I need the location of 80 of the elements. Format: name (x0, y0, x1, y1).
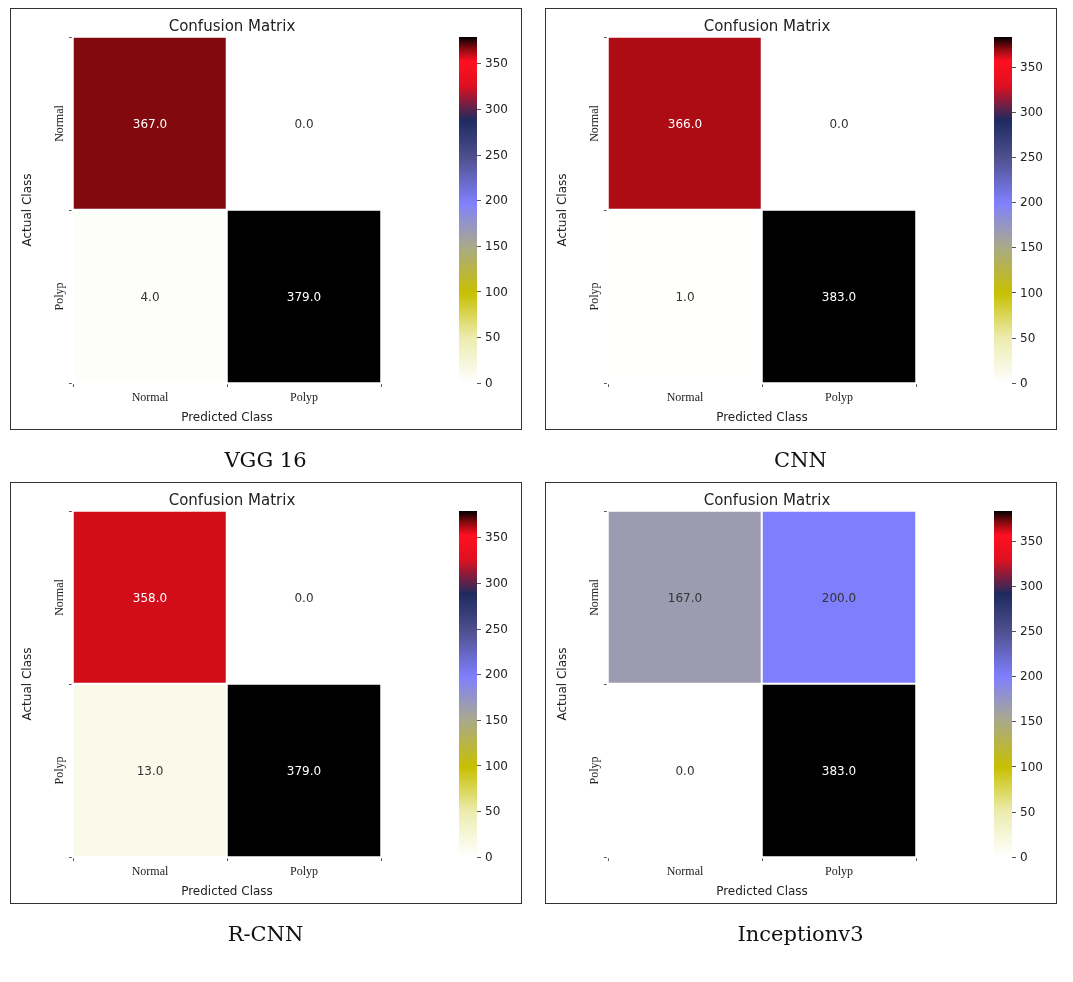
text: CNN (774, 448, 827, 472)
color-bar-label: 0 (484, 850, 493, 864)
chart-title: Confusion Matrix (168, 490, 295, 509)
color-bar-label: 0 (484, 376, 493, 390)
y-tick-label: Normal (51, 104, 66, 142)
data-label: 383.0 (821, 289, 856, 304)
color-bar-label: 200 (1019, 669, 1043, 684)
color-bar-label: 150 (484, 239, 508, 254)
x-tick-label: Polyp (824, 864, 853, 878)
y-tick-label: Polyp (51, 756, 66, 785)
x-axis-title: Predicted Class (715, 884, 808, 898)
chart-title: Confusion Matrix (703, 16, 830, 35)
y-tick-label: Normal (586, 104, 601, 142)
x-tick-label: Normal (666, 390, 704, 404)
data-label: 13.0 (136, 763, 163, 778)
x-axis-title: Predicted Class (715, 410, 808, 424)
data-label: 167.0 (667, 590, 702, 605)
data-label: 1.0 (674, 289, 695, 304)
color-bar-label: 350 (1019, 59, 1043, 74)
y-axis-title: Actual Class (19, 173, 34, 247)
x-tick-label: Polyp (289, 864, 318, 878)
data-label: 358.0 (132, 590, 167, 605)
color-bar-label: 250 (484, 147, 508, 162)
data-label: 379.0 (286, 289, 321, 304)
y-tick-label: Normal (586, 578, 601, 616)
color-bar-label: 200 (484, 193, 508, 208)
color-bar-label: 300 (484, 102, 508, 117)
chart-title: Confusion Matrix (703, 490, 830, 509)
color-bar-label: 200 (1019, 195, 1043, 210)
color-bar-label: 150 (1019, 240, 1043, 255)
y-axis-title: Actual Class (554, 173, 569, 247)
x-tick-label: Normal (131, 864, 169, 878)
chart-title: Confusion Matrix (168, 16, 295, 35)
data-label: 0.0 (293, 590, 314, 605)
color-bar-label: 50 (1019, 330, 1035, 345)
y-tick-label: Polyp (51, 282, 66, 311)
x-tick-label: Polyp (289, 390, 318, 404)
color-bar-label: 300 (484, 576, 508, 591)
y-tick-label: Polyp (586, 282, 601, 311)
color-bar-label: 100 (1019, 285, 1043, 300)
color-bar-label: 350 (1019, 533, 1043, 548)
data-label: 4.0 (139, 289, 160, 304)
x-axis-title: Predicted Class (180, 410, 273, 424)
x-tick-label: Polyp (824, 390, 853, 404)
color-bar-label: 50 (1019, 804, 1035, 819)
y-tick-label: Normal (51, 578, 66, 616)
color-bar-label: 350 (484, 56, 508, 71)
data-label: 0.0 (828, 116, 849, 131)
color-bar-label: 200 (484, 667, 508, 682)
data-label: 200.0 (821, 590, 856, 605)
color-bar-label: 250 (1019, 150, 1043, 165)
y-axis-title: Actual Class (554, 647, 569, 721)
text: R-CNN (227, 922, 304, 946)
color-bar-label: 350 (484, 530, 508, 545)
data-label: 366.0 (667, 116, 702, 131)
data-label: 0.0 (674, 763, 695, 778)
color-bar-label: 300 (1019, 104, 1043, 119)
color-bar-label: 50 (484, 804, 500, 819)
text: Inceptionv3 (737, 922, 864, 946)
color-bar-label: 100 (484, 758, 508, 773)
data-label: 367.0 (132, 116, 167, 131)
color-bar-label: 250 (484, 621, 508, 636)
color-bar-label: 100 (1019, 759, 1043, 774)
x-tick-label: Normal (666, 864, 704, 878)
color-bar-label: 100 (484, 284, 508, 299)
color-bar-label: 50 (484, 330, 500, 345)
text: VGG 16 (224, 448, 307, 472)
y-tick-label: Polyp (586, 756, 601, 785)
color-bar-label: 150 (1019, 714, 1043, 729)
color-bar-label: 250 (1019, 624, 1043, 639)
color-bar-label: 150 (484, 713, 508, 728)
color-bar-label: 0 (1019, 376, 1028, 390)
color-bar-label: 0 (1019, 850, 1028, 864)
color-bar-label: 300 (1019, 578, 1043, 593)
x-tick-label: Normal (131, 390, 169, 404)
data-label: 383.0 (821, 763, 856, 778)
data-label: 379.0 (286, 763, 321, 778)
x-axis-title: Predicted Class (180, 884, 273, 898)
data-label: 0.0 (293, 116, 314, 131)
y-axis-title: Actual Class (19, 647, 34, 721)
